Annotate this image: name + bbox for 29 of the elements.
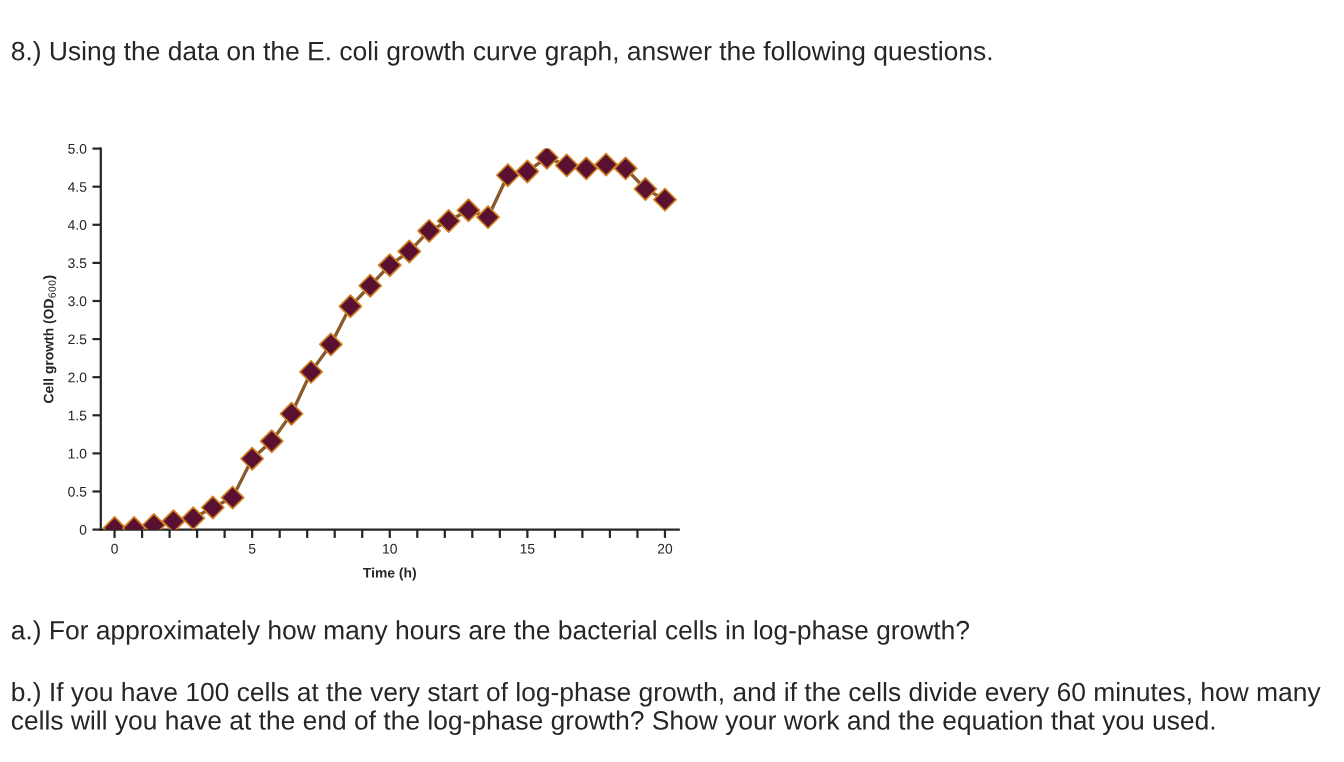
point bbox=[515, 159, 540, 184]
point bbox=[417, 218, 442, 243]
text: b.) If you have 100 cells at the very start of log-phase growth, and if the cells divide every 60 minutes, how many cells will you have at the end of the log-phase growth? Show your work and the equation that you used. bbox=[11, 681, 1321, 736]
point bbox=[259, 429, 284, 454]
point bbox=[436, 209, 461, 233]
chart-title: 8.) Using the data on the E. coli growth curve graph, answer the following questions. bbox=[11, 41, 992, 66]
point bbox=[358, 273, 383, 298]
point bbox=[534, 148, 559, 170]
point bbox=[299, 359, 323, 384]
point bbox=[161, 509, 186, 530]
point bbox=[476, 205, 500, 230]
point bbox=[554, 153, 579, 178]
point bbox=[574, 156, 599, 181]
point bbox=[377, 253, 402, 278]
point bbox=[338, 294, 363, 319]
point bbox=[495, 163, 520, 188]
point bbox=[456, 198, 481, 223]
text: a.) For approximately how many hours are the bacterial cells in log-phase growth? bbox=[11, 620, 970, 645]
point bbox=[613, 156, 638, 181]
point bbox=[279, 401, 304, 426]
point bbox=[220, 485, 245, 510]
point bbox=[594, 152, 619, 177]
point bbox=[200, 495, 225, 520]
point bbox=[240, 446, 265, 471]
point bbox=[318, 332, 343, 357]
point bbox=[633, 177, 658, 201]
point bbox=[653, 187, 677, 212]
point bbox=[181, 506, 206, 530]
point bbox=[397, 239, 422, 264]
